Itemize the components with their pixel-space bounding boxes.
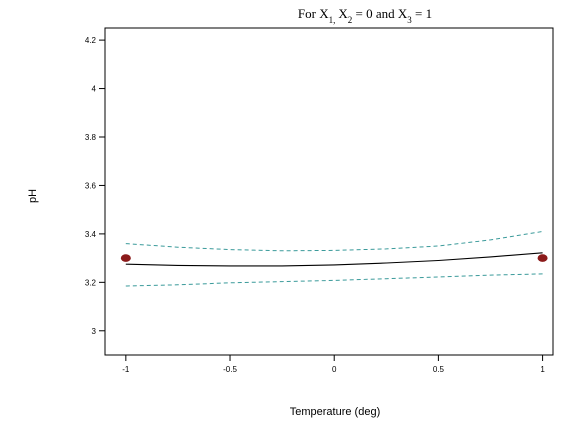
y-tick-label: 3.6	[85, 181, 97, 190]
y-tick-label: 4	[92, 85, 97, 94]
y-axis-label: pH	[27, 189, 39, 203]
x-axis: -1 -0.5 0 0.5 1	[122, 355, 545, 374]
series-layer	[125, 231, 543, 287]
plot-frame	[104, 27, 554, 356]
title-part-mid: X	[338, 6, 348, 21]
upper-confidence-line	[125, 231, 543, 252]
title-sub-1: 1,	[329, 15, 336, 25]
x-tick-label: -1	[122, 365, 130, 374]
x-tick-label: 0.5	[433, 365, 445, 374]
y-tick-label: 3.2	[85, 278, 97, 287]
design-point	[537, 254, 548, 262]
y-axis: 3 3.2 3.4 3.6 3.8 4 4.2	[85, 36, 105, 336]
design-points	[120, 254, 548, 262]
x-tick-label: 1	[540, 365, 545, 374]
title-sub-3: 3	[407, 15, 412, 25]
x-axis-label: Temperature (deg)	[290, 406, 381, 418]
title-part-mid2: = 0 and X	[352, 6, 408, 21]
fit-line	[125, 252, 543, 267]
y-tick-label: 3	[92, 327, 97, 336]
design-point	[120, 254, 131, 262]
lower-confidence-line	[125, 273, 543, 287]
y-tick-label: 4.2	[85, 36, 97, 45]
title-part-suffix: = 1	[412, 6, 432, 21]
title-part-prefix: For X	[298, 6, 329, 21]
y-tick-label: 3.8	[85, 133, 97, 142]
x-tick-label: 0	[332, 365, 337, 374]
y-tick-label: 3.4	[85, 230, 97, 239]
x-tick-label: -0.5	[223, 365, 237, 374]
title-sub-2: 2	[348, 15, 353, 25]
chart-title: For X1, X2 = 0 and X3 = 1	[298, 6, 432, 25]
